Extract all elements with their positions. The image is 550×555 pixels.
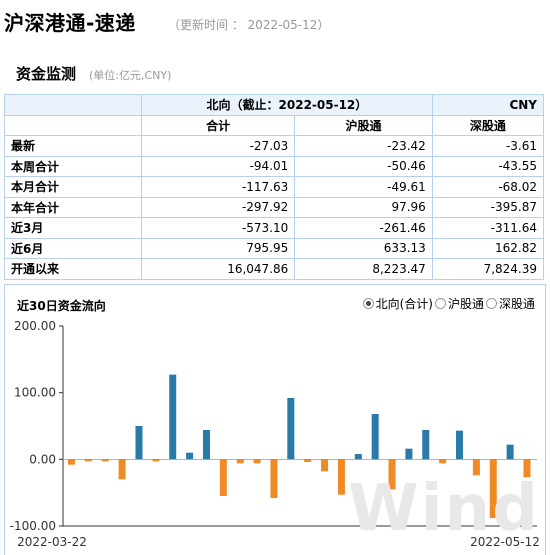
radio-icon[interactable] bbox=[485, 298, 497, 309]
table-row: 本年合计 -297.92 97.96 -395.87 bbox=[4, 196, 545, 218]
bar bbox=[405, 448, 413, 460]
bar bbox=[456, 430, 464, 460]
table-row: 近6月 795.95 633.13 162.82 bbox=[4, 237, 545, 259]
page-title: 沪深港通-速递 bbox=[4, 11, 136, 35]
bar bbox=[186, 452, 194, 460]
cell-total: 16,047.86 bbox=[140, 258, 296, 280]
bar bbox=[422, 430, 430, 460]
row-label: 近6月 bbox=[4, 237, 142, 259]
cell-sh: -261.46 bbox=[294, 217, 433, 239]
legend-label: 北向(合计) bbox=[375, 297, 433, 311]
bar bbox=[354, 454, 362, 460]
table-row: 本月合计 -117.63 -49.61 -68.02 bbox=[4, 176, 545, 198]
bar bbox=[253, 459, 261, 464]
page-header: 沪深港通-速递 （更新时间 ： 2022-05-12） bbox=[0, 0, 550, 46]
legend-label: 沪股通 bbox=[447, 297, 484, 311]
table-row: 开通以来 16,047.86 8,223.47 7,824.39 bbox=[4, 258, 545, 280]
column-header-sz: 深股通 bbox=[431, 114, 545, 136]
bar bbox=[472, 459, 480, 476]
y-tick-label: 0.00 bbox=[29, 452, 56, 466]
column-header-sh: 沪股通 bbox=[294, 114, 433, 136]
bar bbox=[304, 459, 312, 462]
table-header-empty bbox=[4, 114, 142, 136]
row-label: 本月合计 bbox=[4, 176, 142, 198]
cell-sz: -311.64 bbox=[431, 217, 545, 239]
update-time: （更新时间 ： 2022-05-12） bbox=[168, 18, 330, 32]
table-corner bbox=[4, 94, 142, 116]
legend-sh-connect[interactable]: 沪股通 bbox=[434, 295, 484, 312]
cell-total: -117.63 bbox=[140, 176, 296, 198]
row-label: 本周合计 bbox=[4, 155, 142, 177]
bar bbox=[236, 459, 244, 464]
cell-sz: 7,824.39 bbox=[431, 258, 545, 280]
legend-north-total[interactable]: 北向(合计) bbox=[362, 295, 433, 312]
bar bbox=[219, 459, 227, 496]
cell-total: 795.95 bbox=[140, 237, 296, 259]
cell-total: -27.03 bbox=[140, 135, 296, 157]
radio-icon[interactable] bbox=[434, 298, 446, 309]
bar bbox=[371, 414, 379, 460]
bar bbox=[202, 430, 210, 460]
table-row: 近3月 -573.10 -261.46 -311.64 bbox=[4, 217, 545, 239]
section-title: 资金监测 bbox=[16, 65, 77, 83]
y-tick-label: 200.00 bbox=[14, 319, 56, 333]
bar bbox=[118, 459, 126, 480]
chart-legend: 北向(合计) 沪股通 深股通 bbox=[362, 295, 535, 312]
wind-watermark: Wind bbox=[348, 472, 540, 546]
bar bbox=[169, 374, 177, 460]
cell-sh: 97.96 bbox=[294, 196, 433, 218]
cell-total: -573.10 bbox=[140, 217, 296, 239]
flow-chart-panel: 近30日资金流向 北向(合计) 沪股通 深股通 bbox=[4, 284, 546, 555]
table-header-row: 合计 沪股通 深股通 bbox=[4, 114, 545, 136]
cell-sh: 8,223.47 bbox=[294, 258, 433, 280]
table-row: 最新 -27.03 -23.42 -3.61 bbox=[4, 135, 545, 157]
bar bbox=[68, 459, 75, 465]
x-start-label: 2022-03-22 bbox=[17, 535, 87, 549]
row-label: 开通以来 bbox=[4, 258, 142, 280]
bar bbox=[523, 459, 531, 478]
y-tick-label: -100.00 bbox=[10, 519, 56, 533]
x-end-label: 2022-05-12 bbox=[470, 535, 540, 549]
bar bbox=[506, 444, 514, 460]
legend-sz-connect[interactable]: 深股通 bbox=[485, 295, 535, 312]
cell-sz: -68.02 bbox=[431, 176, 545, 198]
y-tick-label: 100.00 bbox=[14, 386, 56, 400]
bar bbox=[287, 398, 295, 460]
bar bbox=[439, 459, 447, 464]
legend-label: 深股通 bbox=[498, 297, 535, 311]
capital-flow-table: 北向（截止：2022-05-12） CNY 合计 沪股通 深股通 最新 -27.… bbox=[4, 94, 545, 280]
bar bbox=[489, 459, 497, 518]
bar bbox=[152, 459, 160, 462]
bar bbox=[135, 426, 143, 460]
radio-selected-icon[interactable] bbox=[362, 298, 374, 309]
bar bbox=[388, 459, 396, 490]
bar bbox=[337, 459, 345, 495]
column-header-total: 合计 bbox=[140, 114, 296, 136]
bar bbox=[270, 459, 278, 498]
bar bbox=[101, 459, 109, 462]
section-unit: (单位:亿元,CNY) bbox=[89, 69, 172, 82]
bar bbox=[84, 459, 92, 462]
bar bbox=[321, 459, 329, 472]
chart-title: 近30日资金流向 bbox=[17, 299, 106, 313]
